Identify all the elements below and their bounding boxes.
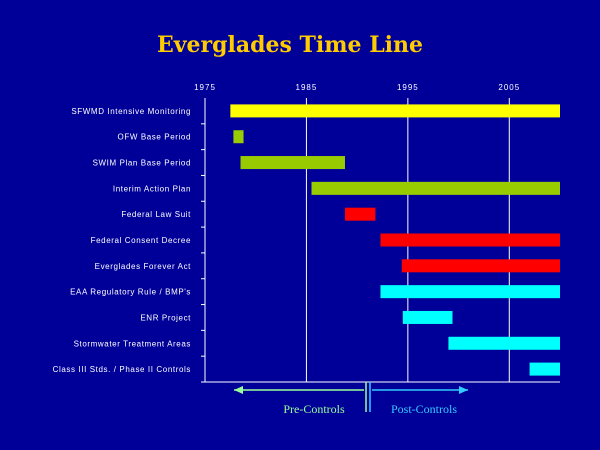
category-label: EAA Regulatory Rule / BMP's <box>70 288 191 297</box>
chart-title: Everglades Time Line <box>157 32 423 58</box>
timeline-bar <box>344 207 376 221</box>
timeline-bar <box>402 310 453 324</box>
category-label: Federal Law Suit <box>121 210 191 219</box>
timeline-bar <box>233 130 244 144</box>
category-label: Federal Consent Decree <box>91 236 191 245</box>
category-label: SWIM Plan Base Period <box>93 159 191 168</box>
timeline-bar <box>401 259 560 273</box>
timeline-bar <box>230 104 560 118</box>
x-tick-label: 2005 <box>498 83 520 92</box>
x-tick-label: 1995 <box>397 83 419 92</box>
timeline-bar <box>311 181 560 195</box>
x-tick-label: 1985 <box>296 83 318 92</box>
post-controls-label: Post-Controls <box>391 402 457 416</box>
timeline-bar <box>448 336 560 350</box>
post-controls-arrowhead <box>459 386 468 394</box>
x-tick-label: 1975 <box>194 83 216 92</box>
category-label: SFWMD Intensive Monitoring <box>71 107 191 116</box>
era-arrows: Pre-Controls Post-Controls <box>234 382 468 416</box>
timeline-bar <box>380 285 560 299</box>
category-label: Everglades Forever Act <box>95 262 192 271</box>
plot-area: 1975 1985 1995 2005 SFWMD Intensive Monitori… <box>53 83 560 383</box>
category-label: OFW Base Period <box>118 133 191 142</box>
pre-controls-arrowhead <box>234 386 243 394</box>
category-label: ENR Project <box>140 313 191 322</box>
timeline-bar <box>240 156 345 170</box>
category-label: Interim Action Plan <box>113 184 191 193</box>
timeline-bar <box>529 362 560 376</box>
timeline-bar <box>380 233 560 247</box>
category-label: Stormwater Treatment Areas <box>74 339 191 348</box>
pre-controls-label: Pre-Controls <box>283 402 345 416</box>
category-label: Class III Stds. / Phase II Controls <box>53 365 191 374</box>
